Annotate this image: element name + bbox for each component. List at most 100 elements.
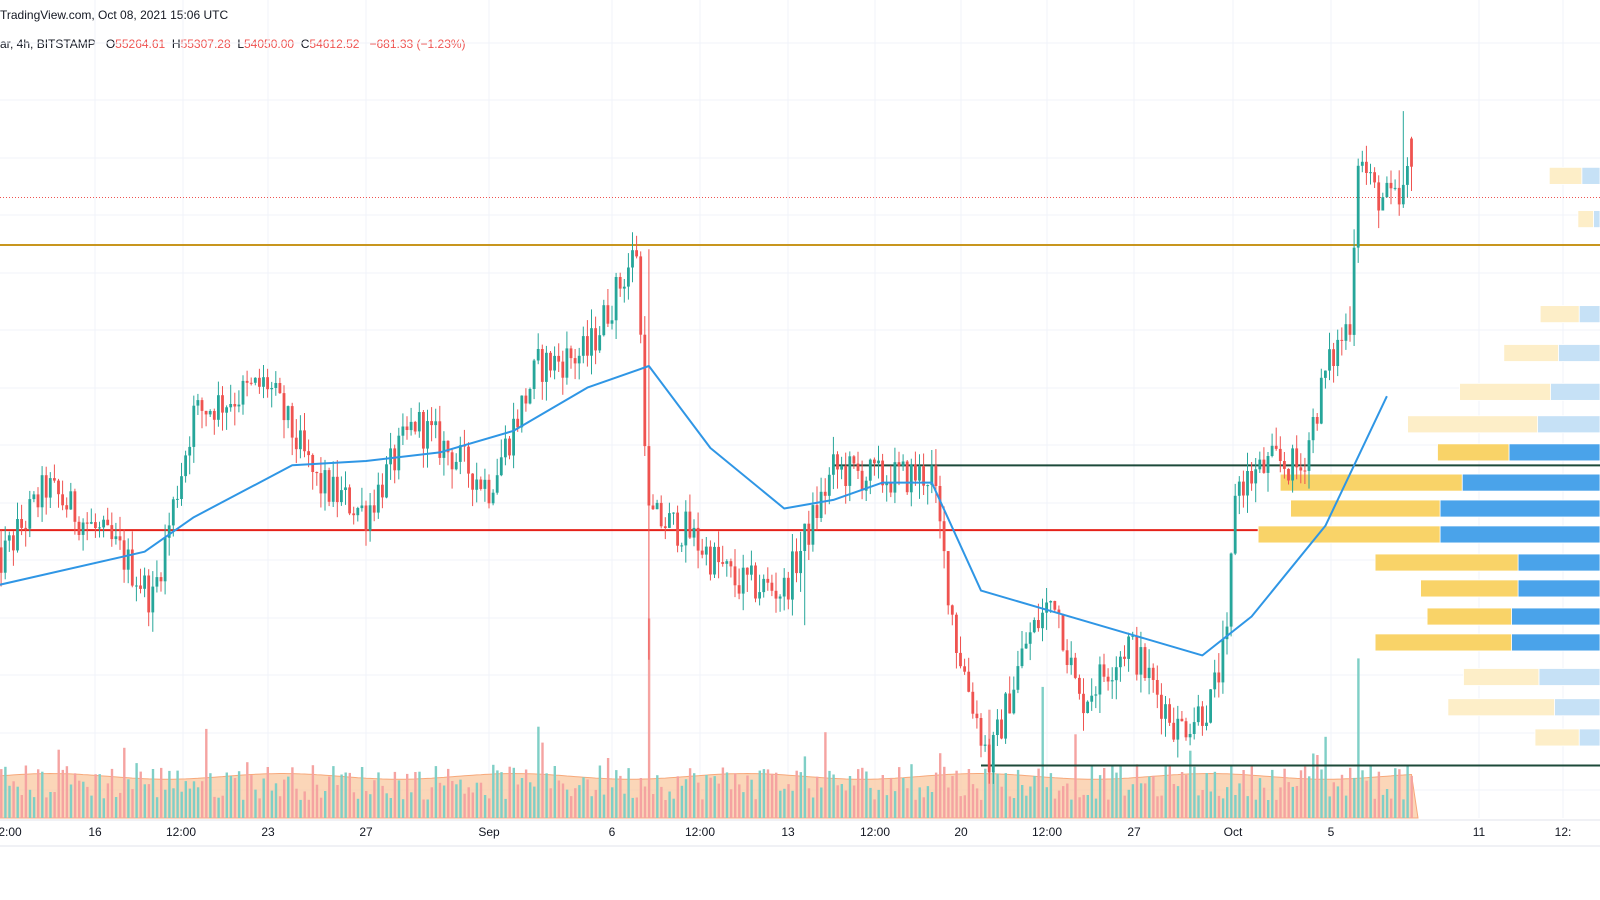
candle-body bbox=[885, 483, 889, 486]
grid-lines bbox=[0, 0, 1600, 818]
volume-bar bbox=[32, 797, 36, 818]
candle-body bbox=[122, 540, 126, 570]
candle-body bbox=[713, 546, 716, 575]
volume-bar bbox=[225, 772, 228, 818]
candle-body bbox=[610, 320, 614, 324]
candle-body bbox=[676, 512, 679, 546]
volume-bar bbox=[401, 799, 405, 818]
volume-bar bbox=[922, 797, 925, 818]
candle-body bbox=[200, 400, 204, 411]
volume-bar bbox=[775, 772, 778, 818]
candle-body bbox=[680, 545, 684, 547]
volume-bar bbox=[459, 779, 462, 818]
volume-bar bbox=[311, 765, 315, 818]
volume-bar bbox=[750, 779, 753, 818]
x-axis-tick-label: 12:00 bbox=[166, 825, 196, 839]
volume-bar bbox=[520, 778, 524, 818]
candle-body bbox=[852, 456, 856, 464]
volume-bar bbox=[8, 785, 11, 818]
candle-body bbox=[24, 527, 28, 529]
candle-body bbox=[1299, 467, 1303, 471]
volume-bar bbox=[619, 775, 622, 818]
candle-body bbox=[327, 470, 331, 502]
candle-body bbox=[28, 499, 32, 529]
volume-bar bbox=[1381, 794, 1385, 818]
volume-bar bbox=[78, 780, 81, 818]
volume-profile-down-segment bbox=[1558, 344, 1600, 362]
candle-body bbox=[319, 473, 323, 494]
candle-body bbox=[1147, 667, 1151, 678]
volume-bar bbox=[615, 770, 618, 818]
volume-bar bbox=[1390, 798, 1393, 818]
candle-body bbox=[495, 475, 499, 493]
volume-profile-down-segment bbox=[1550, 382, 1600, 401]
candle-body bbox=[733, 566, 737, 586]
volume-bar bbox=[1217, 795, 1221, 818]
volume-bar bbox=[1148, 776, 1151, 818]
x-axis-tick-label: 2:00 bbox=[0, 825, 22, 839]
volume-profile-up-segment bbox=[1463, 668, 1540, 686]
volume-bar bbox=[1180, 772, 1184, 818]
volume-profile-down-segment bbox=[1439, 525, 1600, 544]
candle-body bbox=[1332, 349, 1335, 366]
candle-body bbox=[1065, 650, 1069, 665]
volume-bar bbox=[1287, 782, 1290, 818]
candle-body bbox=[1246, 471, 1249, 496]
candle-body bbox=[426, 421, 429, 449]
candle-body bbox=[983, 744, 987, 746]
volume-bar bbox=[1221, 798, 1225, 818]
candle-body bbox=[1237, 481, 1241, 496]
candle-body bbox=[1242, 481, 1245, 496]
candle-body bbox=[622, 286, 626, 289]
candle-body bbox=[573, 358, 577, 364]
symbol-info: ar, 4h, BITSTAMP bbox=[0, 37, 96, 51]
candle-body bbox=[290, 406, 294, 438]
volume-bar bbox=[811, 797, 815, 818]
volume-bar bbox=[537, 726, 540, 818]
candle-body bbox=[1389, 182, 1393, 189]
candle-body bbox=[950, 605, 954, 615]
volume-bar bbox=[65, 766, 69, 818]
candle-body bbox=[1311, 417, 1315, 441]
candle-body bbox=[631, 250, 634, 268]
volume-profile-down-segment bbox=[1439, 499, 1600, 518]
candle-body bbox=[491, 492, 495, 504]
volume-bar bbox=[1127, 789, 1130, 818]
volume-bar bbox=[725, 772, 729, 818]
volume-bar bbox=[45, 797, 48, 818]
candle-body bbox=[991, 735, 995, 773]
candle-body bbox=[454, 461, 458, 470]
candle-body bbox=[413, 421, 417, 432]
candle-body bbox=[303, 430, 306, 452]
volume-bar bbox=[668, 791, 671, 818]
candle-body bbox=[1192, 722, 1196, 734]
x-axis-tick-label: 12: bbox=[1555, 825, 1572, 839]
candle-body bbox=[106, 519, 110, 526]
volume-bar bbox=[861, 767, 864, 818]
volume-bar bbox=[369, 794, 372, 818]
candle-body bbox=[741, 567, 745, 594]
candle-body bbox=[955, 614, 958, 653]
candle-body bbox=[725, 561, 729, 564]
volume-bar bbox=[426, 799, 429, 818]
volume-bar bbox=[639, 778, 643, 818]
candle-body bbox=[1168, 704, 1171, 723]
candle-body bbox=[832, 454, 835, 475]
volume-bar bbox=[1295, 786, 1299, 818]
candle-body bbox=[32, 494, 36, 500]
candle-body bbox=[1016, 666, 1020, 690]
x-axis-tick-label: 16 bbox=[88, 825, 102, 839]
volume-bar bbox=[643, 786, 647, 818]
volume-bar bbox=[24, 765, 28, 818]
time-axis: 2:00 16 12:00 23 27 Sep 6 12:00 13 12:00 20 12:00 27… bbox=[0, 825, 1571, 839]
candle-body bbox=[651, 505, 655, 510]
candle-body bbox=[204, 410, 208, 415]
candle-body bbox=[946, 551, 950, 606]
volume-bar bbox=[795, 770, 798, 818]
volume-bar bbox=[1394, 768, 1397, 818]
candle-body bbox=[967, 671, 971, 692]
volume-bar bbox=[836, 785, 839, 818]
candle-body bbox=[1123, 656, 1126, 659]
candle-body bbox=[417, 412, 421, 432]
